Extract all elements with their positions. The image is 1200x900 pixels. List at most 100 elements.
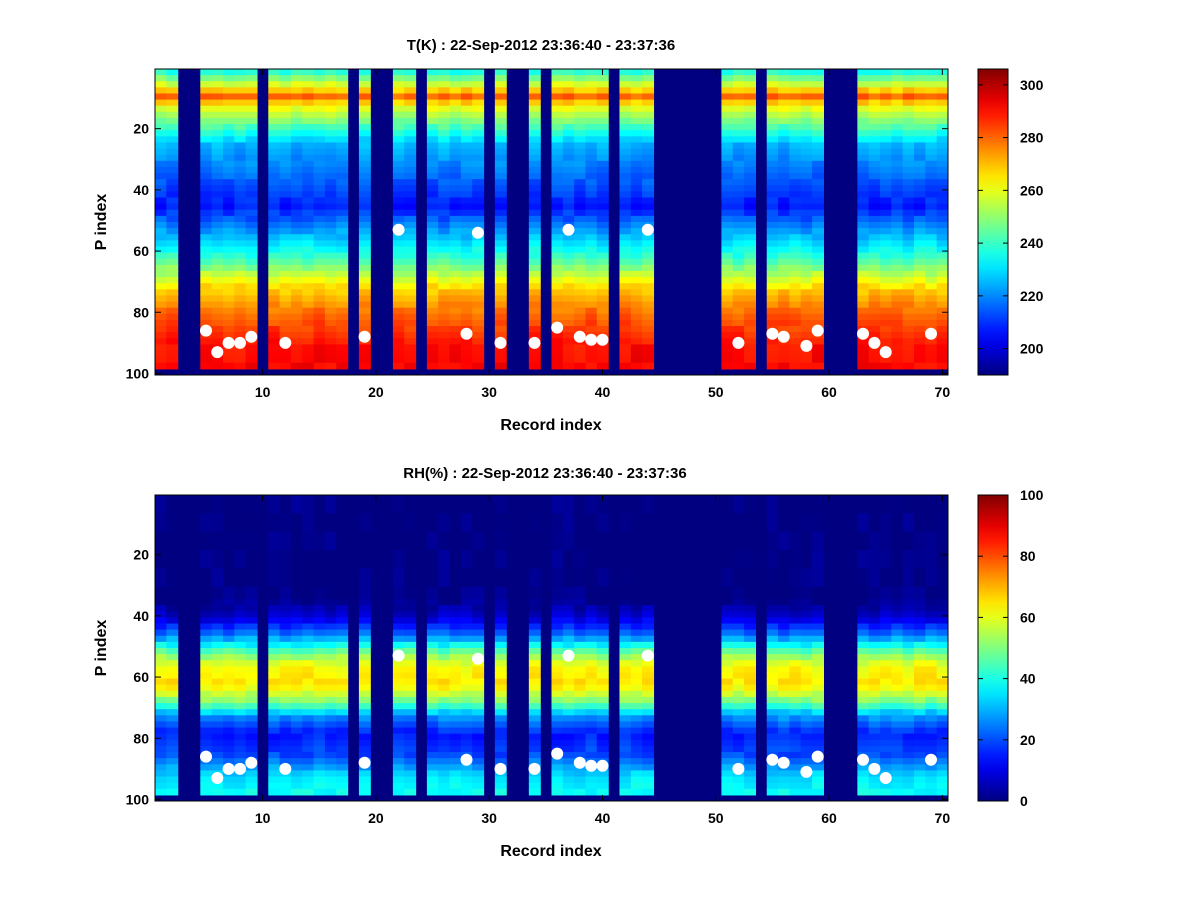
heatmap-cell [449, 222, 462, 229]
heatmap-cell [868, 185, 881, 192]
heatmap-cell [642, 252, 655, 260]
heatmap-cell [313, 117, 326, 125]
heatmap-cell [551, 525, 564, 533]
heatmap-cell [778, 568, 790, 576]
marker-point [800, 765, 813, 778]
heatmap-cell [472, 745, 485, 753]
heatmap-cell [268, 87, 281, 95]
heatmap-cell [302, 531, 315, 539]
heatmap-cell [721, 592, 734, 600]
heatmap-cell [528, 173, 541, 180]
heatmap-cell [732, 666, 745, 674]
heatmap-cell [313, 739, 326, 747]
heatmap-cell [914, 531, 926, 539]
heatmap-cell [324, 295, 337, 303]
heatmap-cell [358, 166, 371, 174]
heatmap-cell [744, 307, 757, 315]
heatmap-cell [528, 629, 541, 637]
heatmap-cell [868, 599, 881, 606]
heatmap-cell [279, 660, 292, 667]
heatmap-cell [812, 228, 824, 235]
heatmap-cell [222, 690, 235, 698]
heatmap-cell [404, 752, 417, 759]
heatmap-cell [800, 215, 813, 223]
heatmap-cell [936, 574, 948, 582]
heatmap-cell [302, 592, 315, 600]
heatmap-cell [880, 678, 892, 686]
heatmap-cell [619, 117, 632, 125]
heatmap-cell [528, 87, 541, 95]
heatmap-cell [721, 709, 734, 716]
heatmap-cell [721, 258, 734, 266]
heatmap-cell [880, 666, 892, 674]
heatmap-cell [336, 562, 349, 570]
heatmap-cell [472, 222, 485, 229]
heatmap-cell [596, 124, 609, 131]
heatmap-cell [313, 313, 326, 321]
heatmap-cell [551, 307, 564, 315]
heatmap-cell [426, 666, 439, 674]
heatmap-cell [313, 703, 326, 710]
heatmap-cell [211, 87, 224, 95]
heatmap-cell [449, 362, 462, 370]
heatmap-cell [302, 160, 315, 168]
heatmap-cell [789, 283, 802, 290]
heatmap-cell [596, 641, 609, 649]
heatmap-cell [857, 513, 870, 521]
heatmap-cell [766, 782, 779, 790]
heatmap-cell [336, 185, 349, 192]
heatmap-cell [778, 599, 790, 606]
heatmap-cell [290, 641, 303, 649]
heatmap-cell [902, 562, 915, 570]
heatmap-cell [732, 319, 745, 327]
heatmap-cell [211, 203, 224, 211]
heatmap-cell [528, 209, 541, 217]
heatmap-cell [279, 543, 292, 551]
heatmap-cell [630, 203, 643, 211]
heatmap-cell [155, 727, 167, 735]
heatmap-cell [936, 148, 948, 156]
heatmap-cell [472, 635, 485, 643]
heatmap-cell [166, 215, 179, 223]
heatmap-cell [868, 197, 881, 205]
heatmap-cell [404, 173, 417, 180]
heatmap-cell [891, 550, 904, 557]
heatmap-cell [800, 252, 813, 260]
heatmap-cell [392, 173, 405, 180]
heatmap-cell [166, 185, 179, 192]
heatmap-cell [789, 556, 802, 563]
heatmap-cell [324, 568, 337, 576]
heatmap-cell [585, 501, 598, 508]
heatmap-cell [868, 678, 881, 686]
heatmap-cell [800, 684, 813, 692]
heatmap-cell [155, 696, 167, 704]
heatmap-cell [574, 270, 587, 278]
heatmap-cell [914, 556, 926, 563]
heatmap-cell [528, 105, 541, 113]
heatmap-cell [460, 733, 473, 741]
heatmap-cell [812, 313, 824, 321]
heatmap-cell [336, 752, 349, 759]
heatmap-cell [302, 733, 315, 741]
heatmap-cell [721, 721, 734, 729]
heatmap-cell [268, 350, 281, 358]
heatmap-cell [302, 739, 315, 747]
heatmap-cell [245, 166, 258, 174]
heatmap-cell [880, 574, 892, 582]
heatmap-cell [245, 733, 258, 741]
heatmap-cell [744, 513, 757, 521]
heatmap-cell [925, 154, 938, 162]
heatmap-cell [438, 776, 451, 784]
heatmap-cell [778, 148, 790, 156]
heatmap-cell [562, 617, 575, 625]
heatmap-cell [438, 592, 451, 600]
heatmap-cell [642, 117, 655, 125]
heatmap-cell [619, 289, 632, 297]
heatmap-cell [460, 191, 473, 199]
heatmap-cell [619, 142, 632, 150]
heatmap-cell [880, 611, 892, 618]
heatmap-cell [528, 599, 541, 606]
heatmap-cell [596, 660, 609, 667]
heatmap-cell [732, 295, 745, 303]
heatmap-cell [494, 283, 507, 290]
